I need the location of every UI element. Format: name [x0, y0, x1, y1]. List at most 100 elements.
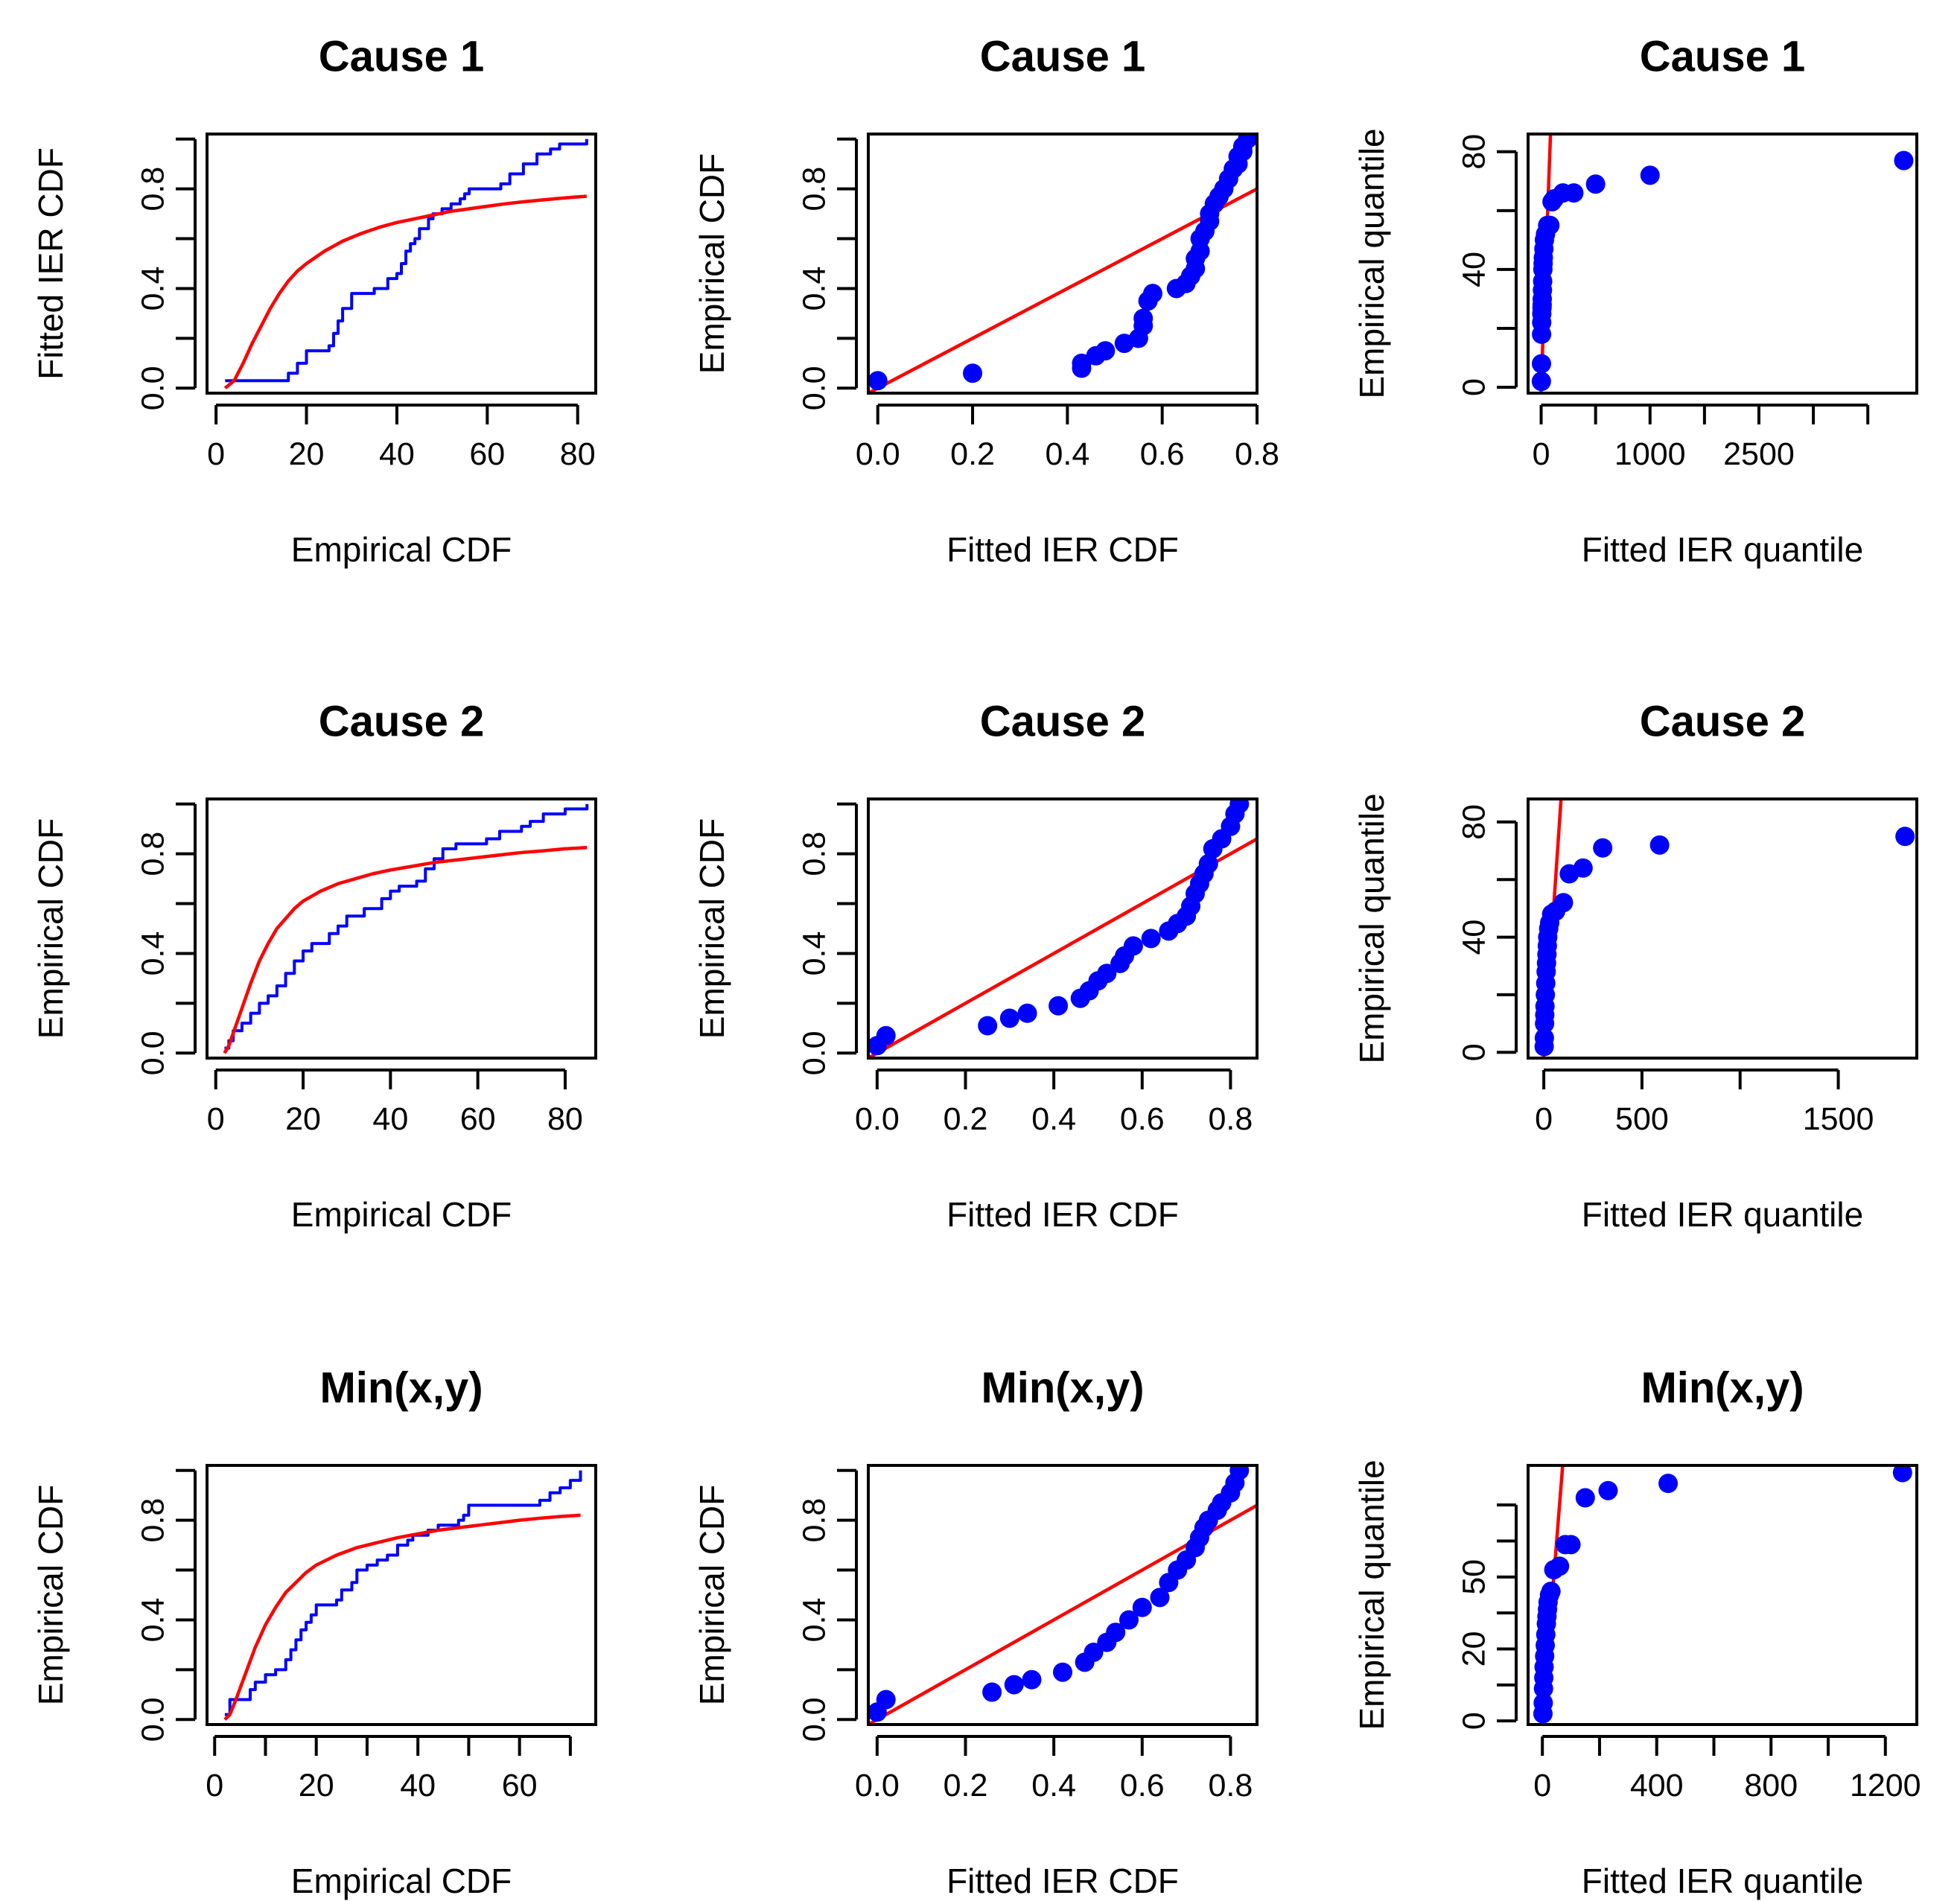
- chart-8-point: [1106, 1623, 1126, 1643]
- chart-2-y-tick-label: 0.8: [796, 167, 832, 211]
- chart-8-point: [1229, 1465, 1250, 1480]
- chart-4-plot-area: [223, 803, 589, 1054]
- chart-8-frame: [867, 1464, 1259, 1726]
- chart-1-y-tick-label: 0.8: [135, 167, 171, 211]
- chart-2-point: [1072, 353, 1092, 373]
- chart-5-point: [1141, 929, 1161, 949]
- chart-2-x-tick-label: 0.4: [1045, 436, 1089, 472]
- chart-1-series-empirical-line: [225, 138, 588, 383]
- chart-8-x-axis: 0.0 0.2 0.4 0.6 0.8: [855, 1735, 1253, 1803]
- chart-8-y-tick-label: 0.0: [796, 1697, 832, 1742]
- chart-8-point: [1150, 1588, 1170, 1608]
- chart-6-y-axis: 0 40 80: [1456, 804, 1518, 1061]
- chart-3-x-axis: 0 1000 2500: [1533, 404, 1870, 472]
- chart-1-frame: [206, 133, 597, 395]
- chart-1-y-axis-label: Fitted IER CDF: [31, 147, 70, 380]
- chart-8-plot-area: [868, 1465, 1257, 1725]
- chart-1-x-tick-label: 0: [207, 436, 225, 472]
- chart-7-x-axis: 0 20 40 60: [206, 1735, 572, 1803]
- chart-6-point: [1573, 858, 1593, 878]
- chart-9-x-tick-label: 800: [1744, 1768, 1798, 1803]
- chart-8-y-tick-label: 0.8: [796, 1498, 832, 1543]
- chart-5-frame: [867, 797, 1259, 1060]
- chart-4-series-empirical-line: [224, 803, 589, 1050]
- chart-2-y-axis: 0.0 0.4 0.8: [796, 137, 858, 410]
- chart-8-point: [1084, 1642, 1104, 1662]
- chart-6-point: [1649, 835, 1670, 855]
- chart-7-y-tick-label: 0.4: [135, 1598, 171, 1643]
- chart-3-x-tick-label: 2500: [1723, 436, 1795, 472]
- chart-2-y-tick-label: 0.4: [796, 267, 832, 311]
- chart-8-point: [876, 1690, 896, 1710]
- chart-4-y-tick-label: 0.8: [135, 832, 171, 876]
- chart-2-x-tick-label: 0.0: [856, 436, 900, 472]
- chart-7-x-tick-label: 0: [206, 1768, 223, 1803]
- chart-2-point: [868, 371, 888, 391]
- chart-4-panel: Cause 2 Empirical CDF Empirical CDF 0 20 40 60…: [31, 697, 597, 1234]
- chart-5-y-axis: 0.0 0.4 0.8: [796, 802, 858, 1075]
- chart-3-point: [1540, 215, 1560, 235]
- chart-2-plot-area: [868, 134, 1257, 393]
- chart-3-y-tick-label: 40: [1456, 252, 1492, 287]
- chart-1-x-tick-label: 20: [289, 436, 325, 472]
- chart-8-title: Min(x,y): [981, 1363, 1144, 1412]
- chart-5-x-tick-label: 0.6: [1120, 1101, 1165, 1137]
- chart-9-x-axis-label: Fitted IER quantile: [1582, 1862, 1863, 1900]
- chart-6-point: [1553, 893, 1574, 913]
- chart-8-x-tick-label: 0.4: [1031, 1768, 1076, 1803]
- chart-8-x-tick-label: 0.6: [1120, 1768, 1165, 1803]
- chart-2-x-tick-label: 0.8: [1235, 436, 1279, 472]
- chart-8-x-tick-label: 0.0: [855, 1768, 900, 1803]
- chart-9-point: [1892, 1465, 1912, 1483]
- chart-7-x-tick-label: 40: [400, 1768, 436, 1803]
- chart-6-x-tick-label: 500: [1615, 1101, 1669, 1137]
- chart-7-y-tick-label: 0.0: [135, 1697, 171, 1742]
- chart-5-point: [999, 1008, 1019, 1028]
- chart-3-y-tick-label: 0: [1456, 378, 1492, 396]
- chart-2-frame: [867, 133, 1259, 395]
- chart-4-y-axis-label: Empirical CDF: [31, 818, 70, 1039]
- chart-9-y-tick-label: 50: [1456, 1559, 1492, 1595]
- chart-2-y-tick-label: 0.0: [796, 366, 832, 410]
- chart-5-reference-line: [868, 837, 1257, 1058]
- chart-5-title: Cause 2: [980, 697, 1145, 745]
- chart-6-point: [1593, 838, 1613, 858]
- chart-1-y-axis: 0.0 0.4 0.8: [135, 137, 197, 410]
- chart-4-frame: [206, 797, 597, 1060]
- chart-4-y-axis: 0.0 0.4 0.8: [135, 802, 197, 1075]
- chart-6-y-tick-label: 0: [1456, 1043, 1492, 1061]
- chart-6-plot-area: [1534, 799, 1915, 1058]
- chart-8-point: [1022, 1669, 1042, 1690]
- chart-9-frame: [1527, 1464, 1918, 1726]
- chart-5-point: [876, 1025, 896, 1045]
- chart-3-point: [1585, 174, 1606, 194]
- chart-5-panel: Cause 2 Fitted IER CDF Empirical CDF 0.0 0.2…: [693, 697, 1259, 1234]
- chart-9-x-tick-label: 1200: [1850, 1768, 1921, 1803]
- chart-7-x-tick-label: 20: [299, 1768, 334, 1803]
- chart-6-point: [1895, 827, 1915, 847]
- chart-9-y-axis: 0 20 50: [1456, 1503, 1518, 1730]
- chart-9-title: Min(x,y): [1641, 1363, 1804, 1412]
- chart-5-x-tick-label: 0.0: [855, 1101, 900, 1137]
- chart-8-point: [1004, 1675, 1024, 1695]
- chart-5-point: [1097, 964, 1117, 984]
- chart-5-x-axis-label: Fitted IER CDF: [946, 1195, 1179, 1234]
- chart-4-x-tick-label: 40: [372, 1101, 408, 1137]
- chart-2-point: [963, 363, 983, 383]
- chart-7-plot-area: [223, 1470, 582, 1721]
- chart-5-y-tick-label: 0.4: [796, 932, 832, 976]
- chart-1-x-tick-label: 80: [560, 436, 596, 472]
- chart-5-plot-area: [868, 799, 1257, 1058]
- chart-2-x-axis-label: Fitted IER CDF: [946, 530, 1179, 569]
- chart-4-x-tick-label: 60: [460, 1101, 496, 1137]
- chart-4-y-tick-label: 0.0: [135, 1031, 171, 1075]
- chart-8-y-tick-label: 0.4: [796, 1598, 832, 1643]
- chart-4-x-axis-label: Empirical CDF: [291, 1195, 512, 1234]
- chart-7-y-tick-label: 0.8: [135, 1498, 171, 1543]
- chart-2-point: [1095, 341, 1116, 361]
- chart-6-point: [1534, 1028, 1554, 1048]
- chart-3-x-tick-label: 0: [1533, 436, 1550, 472]
- chart-8-point: [1119, 1610, 1139, 1630]
- chart-9-x-tick-label: 0: [1533, 1768, 1551, 1803]
